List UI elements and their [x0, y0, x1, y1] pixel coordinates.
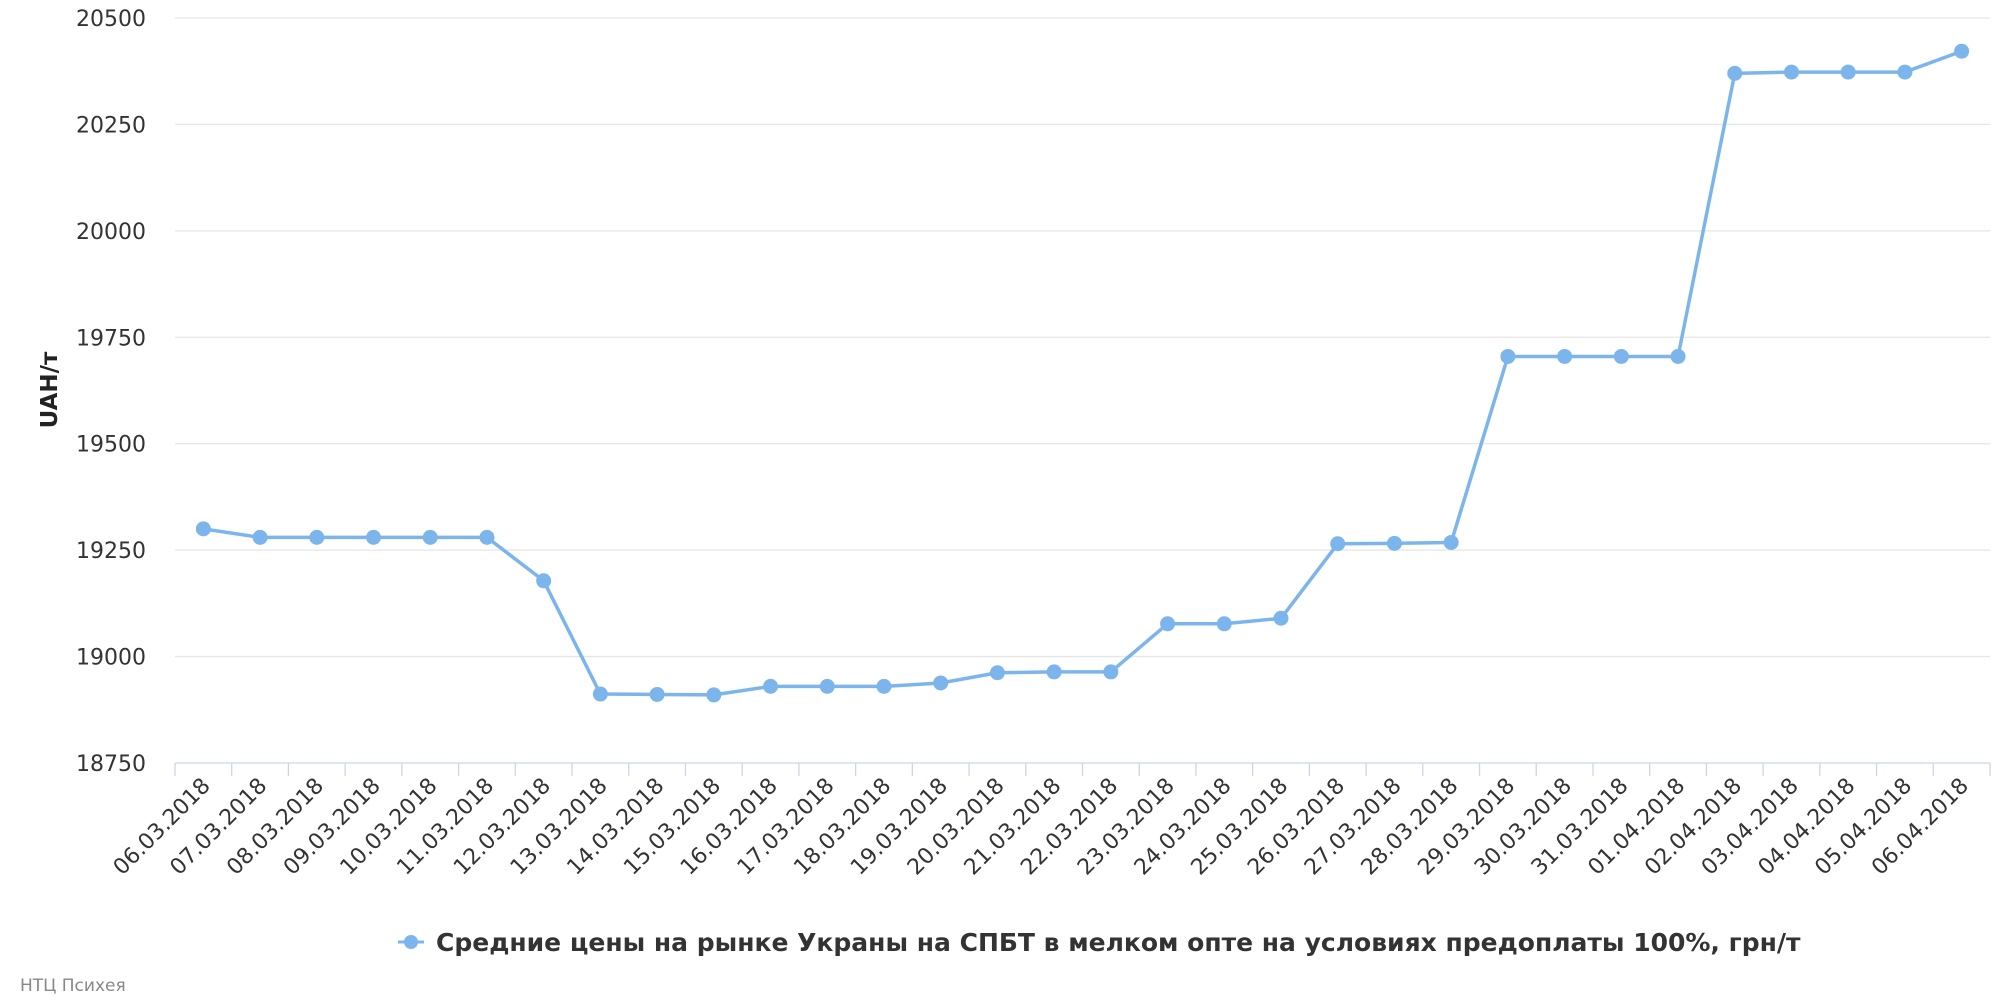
data-point-06.04.2018[interactable]	[1954, 43, 1970, 59]
data-point-04.04.2018[interactable]	[1840, 64, 1856, 80]
series-line[interactable]	[201, 49, 1964, 697]
data-point-18.03.2018[interactable]	[876, 678, 892, 694]
y-tick-label: 19250	[76, 539, 146, 564]
data-point-06.03.2018[interactable]	[195, 521, 211, 537]
data-point-26.03.2018[interactable]	[1330, 536, 1346, 552]
data-point-29.03.2018[interactable]	[1500, 348, 1516, 364]
legend-symbol-marker	[404, 935, 418, 949]
y-tick-label: 19750	[76, 326, 146, 351]
data-point-28.03.2018[interactable]	[1443, 534, 1459, 550]
data-point-25.03.2018[interactable]	[1273, 610, 1289, 626]
data-point-16.03.2018[interactable]	[763, 678, 779, 694]
data-point-31.03.2018[interactable]	[1613, 348, 1629, 364]
y-axis: 18750 19000 19250 19500 19750 20000 20250 20500	[76, 7, 146, 777]
data-point-17.03.2018[interactable]	[819, 678, 835, 694]
series-layer	[195, 43, 1970, 703]
data-point-14.03.2018[interactable]	[649, 686, 665, 702]
credits-text[interactable]: НТЦ Психея	[20, 976, 126, 996]
gridlines	[175, 17, 1990, 658]
data-point-03.04.2018[interactable]	[1783, 64, 1799, 80]
data-point-22.03.2018[interactable]	[1103, 664, 1119, 680]
data-point-02.04.2018[interactable]	[1727, 65, 1743, 81]
y-tick-label: 20000	[76, 220, 146, 245]
data-point-27.03.2018[interactable]	[1386, 535, 1402, 551]
y-tick-label: 18750	[76, 752, 146, 777]
data-point-19.03.2018[interactable]	[933, 675, 949, 691]
data-point-30.03.2018[interactable]	[1557, 348, 1573, 364]
data-point-23.03.2018[interactable]	[1160, 616, 1176, 632]
legend[interactable]: Средние цены на рынке Украны на СПБТ в м…	[398, 928, 1801, 957]
y-axis-title: UAH/т	[37, 351, 63, 428]
data-point-13.03.2018[interactable]	[592, 686, 608, 702]
x-axis: 06.03.201807.03.201808.03.201809.03.2018…	[109, 762, 1991, 881]
legend-label: Средние цены на рынке Украны на СПБТ в м…	[436, 928, 1801, 957]
data-point-15.03.2018[interactable]	[706, 687, 722, 703]
data-point-24.03.2018[interactable]	[1216, 616, 1232, 632]
data-point-11.03.2018[interactable]	[479, 529, 495, 545]
data-point-12.03.2018[interactable]	[536, 573, 552, 589]
x-tick-label: 06.03.2018	[109, 774, 216, 881]
y-tick-label: 20250	[76, 113, 146, 138]
y-tick-label: 19500	[76, 433, 146, 458]
data-point-08.03.2018[interactable]	[309, 529, 325, 545]
data-point-01.04.2018[interactable]	[1670, 348, 1686, 364]
data-point-20.03.2018[interactable]	[989, 665, 1005, 681]
y-tick-label: 19000	[76, 646, 146, 671]
data-point-09.03.2018[interactable]	[366, 529, 382, 545]
y-tick-label: 20500	[76, 7, 146, 32]
data-point-10.03.2018[interactable]	[422, 529, 438, 545]
data-point-21.03.2018[interactable]	[1046, 664, 1062, 680]
data-point-07.03.2018[interactable]	[252, 529, 268, 545]
data-point-05.04.2018[interactable]	[1897, 64, 1913, 80]
